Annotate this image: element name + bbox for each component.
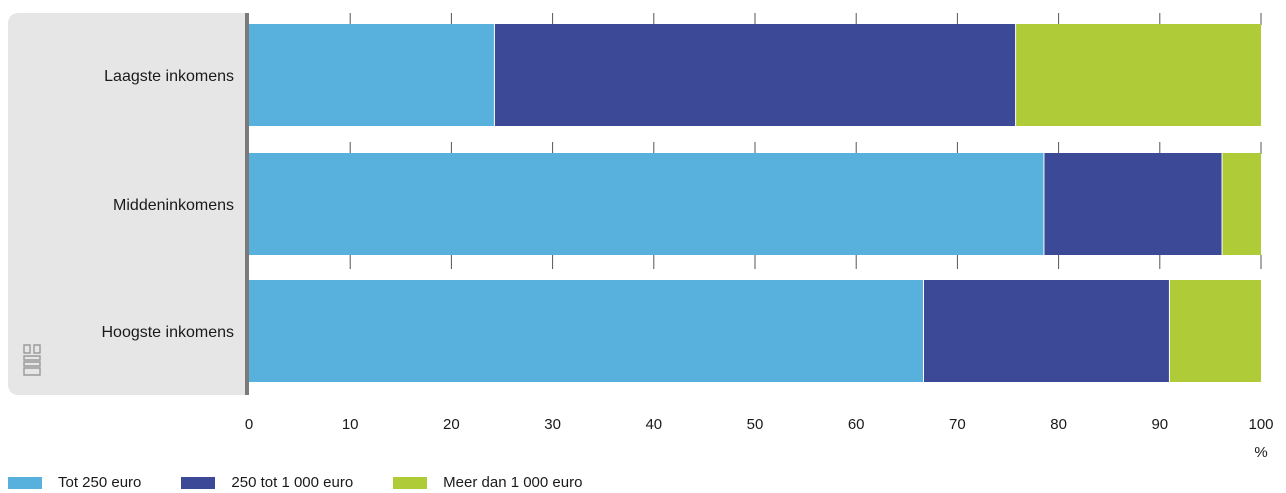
x-tick-label-80: 80 [1050, 416, 1067, 433]
legend: Tot 250 euro 250 tot 1 000 euro Meer dan… [8, 474, 622, 491]
category-label-1: Middeninkomens [113, 197, 234, 214]
x-tick-label-40: 40 [645, 416, 662, 433]
bar-1-1 [1044, 153, 1222, 255]
bar-2-1 [924, 280, 1169, 382]
category-label-2: Hoogste inkomens [101, 324, 234, 341]
legend-label-tot-250: Tot 250 euro [58, 474, 142, 491]
x-tick-label-100: 100 [1248, 416, 1273, 433]
legend-item-meer-dan-1000: Meer dan 1 000 euro [393, 474, 582, 491]
legend-swatch-250-tot-1000 [181, 476, 216, 489]
x-tick-label-90: 90 [1151, 416, 1168, 433]
x-tick-label-20: 20 [443, 416, 460, 433]
x-tick-label-30: 30 [544, 416, 561, 433]
x-tick-label-0: 0 [245, 416, 253, 433]
bar-0-1 [494, 24, 1016, 126]
x-tick-label-50: 50 [747, 416, 764, 433]
cbs-logo-icon [23, 344, 41, 376]
legend-label-meer-dan-1000: Meer dan 1 000 euro [443, 474, 583, 491]
bar-1-0 [249, 153, 1044, 255]
x-unit-label: % [1254, 444, 1267, 461]
bar-0-0 [249, 24, 494, 126]
legend-label-250-tot-1000: 250 tot 1 000 euro [231, 474, 354, 491]
x-tick-label-10: 10 [342, 416, 359, 433]
x-tick-label-70: 70 [949, 416, 966, 433]
bar-2-0 [249, 280, 924, 382]
x-tick-label-60: 60 [848, 416, 865, 433]
bar-2-2 [1169, 280, 1261, 382]
legend-swatch-tot-250 [8, 476, 42, 489]
bar-0-2 [1016, 24, 1261, 126]
legend-item-250-tot-1000: 250 tot 1 000 euro [181, 474, 353, 491]
legend-item-tot-250: Tot 250 euro [8, 474, 141, 491]
legend-swatch-meer-dan-1000 [393, 476, 428, 489]
bar-1-2 [1222, 153, 1261, 255]
category-panel [8, 13, 249, 395]
stacked-bar-chart: Laagste inkomens Middeninkomens Hoogste in… [8, 13, 1274, 461]
category-label-0: Laagste inkomens [104, 68, 234, 85]
